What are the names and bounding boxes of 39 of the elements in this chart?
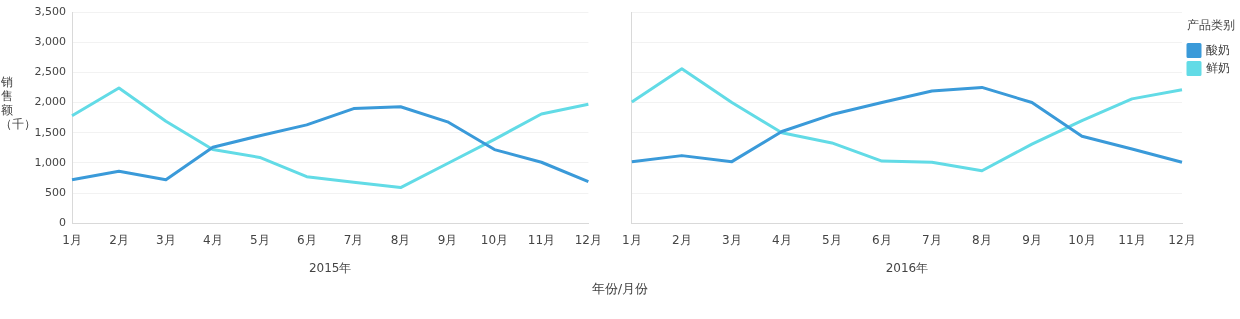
y-tick-label: 1,000 bbox=[34, 155, 66, 169]
y-tick-label: 500 bbox=[45, 185, 66, 199]
x-tick-label: 6月 bbox=[296, 232, 317, 247]
x-tick-label: 3月 bbox=[156, 232, 176, 247]
x-tick-label: 11月 bbox=[527, 232, 556, 247]
y-axis-title: 销售额（千） bbox=[0, 75, 36, 131]
x-tick-label: 2月 bbox=[672, 232, 692, 247]
x-tick-label: 9月 bbox=[1022, 232, 1042, 247]
legend-label: 鲜奶 bbox=[1206, 60, 1230, 75]
x-tick-label: 9月 bbox=[437, 232, 458, 247]
y-tick-label: 3,500 bbox=[34, 4, 66, 18]
x-tick-label: 7月 bbox=[343, 232, 364, 247]
legend-label: 酸奶 bbox=[1206, 42, 1230, 57]
x-tick-label: 5月 bbox=[822, 232, 842, 247]
x-tick-label: 12月 bbox=[1168, 232, 1196, 247]
x-tick-label: 10月 bbox=[1068, 232, 1096, 247]
x-tick-label: 2月 bbox=[109, 232, 129, 247]
x-axis-title: 2015年 bbox=[308, 260, 352, 275]
y-tick-label: 2,500 bbox=[34, 65, 66, 79]
x-tick-label: 8月 bbox=[972, 232, 992, 247]
x-tick-label: 10月 bbox=[480, 232, 509, 247]
x-tick-label: 8月 bbox=[390, 232, 411, 247]
x-tick-label: 1月 bbox=[62, 232, 82, 247]
x-tick-label: 3月 bbox=[722, 232, 742, 247]
y-tick-label: 1,500 bbox=[34, 125, 66, 139]
x-tick-label: 1月 bbox=[622, 232, 642, 247]
y-tick-label: 2,000 bbox=[34, 95, 66, 109]
legend-title: 产品类别 bbox=[1187, 18, 1235, 33]
x-tick-label: 4月 bbox=[772, 232, 792, 247]
y-tick-label: 3,000 bbox=[34, 35, 66, 49]
x-axis-title: 2016年 bbox=[885, 260, 929, 275]
x-tick-label: 11月 bbox=[1118, 232, 1146, 247]
x-tick-label: 4月 bbox=[203, 232, 223, 247]
x-tick-label: 5月 bbox=[249, 232, 270, 247]
x-tick-label: 12月 bbox=[574, 232, 603, 247]
y-tick-label: 0 bbox=[59, 216, 66, 230]
x-tick-label: 6月 bbox=[872, 232, 892, 247]
text: 年份/月份 bbox=[590, 280, 650, 298]
x-tick-label: 7月 bbox=[922, 232, 942, 247]
